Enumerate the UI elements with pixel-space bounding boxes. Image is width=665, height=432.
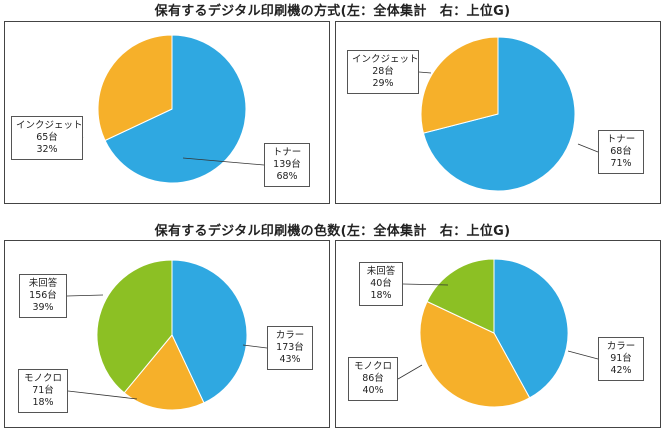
pie-slice-green bbox=[426, 258, 495, 334]
callout-count: 91台 bbox=[610, 353, 632, 364]
pie-panel-method-top: トナー 68台 71% インクジェット 28台 29% bbox=[335, 21, 661, 204]
pie-chart-colors-all bbox=[66, 259, 268, 411]
pie-panel-method-all: トナー 139台 68% インクジェット 65台 32% bbox=[4, 21, 330, 204]
callout-label: インクジェット bbox=[352, 54, 419, 65]
callout-toner: トナー 139台 68% bbox=[264, 143, 310, 187]
callout-percent: 71% bbox=[610, 158, 632, 169]
callout-inkjet: インクジェット 28台 29% bbox=[347, 50, 419, 94]
pie-chart-colors-top bbox=[397, 258, 599, 408]
callout-label: カラー bbox=[275, 330, 305, 341]
callout-percent: 18% bbox=[370, 290, 392, 301]
callout-percent: 29% bbox=[372, 78, 394, 89]
leader-line bbox=[67, 390, 138, 400]
callout-label: モノクロ bbox=[353, 361, 392, 372]
pie-slice-green bbox=[96, 259, 173, 394]
leader-line bbox=[182, 157, 265, 166]
pie-panel-colors-top: カラー 91台 42% モノクロ 86台 40% 未回答 40台 18% bbox=[335, 240, 661, 428]
callout-label: カラー bbox=[606, 341, 636, 352]
callout-count: 40台 bbox=[370, 278, 392, 289]
section-title-colors: 保有するデジタル印刷機の色数(左：全体集計 右：上位G) bbox=[154, 224, 511, 239]
callout-label: モノクロ bbox=[23, 373, 62, 384]
callout-count: 86台 bbox=[362, 373, 384, 384]
pie-slice-orange bbox=[97, 34, 173, 142]
pie-panel-colors-all: カラー 173台 43% モノクロ 71台 18% 未回答 156台 39% bbox=[4, 240, 330, 428]
callout-mono: モノクロ 71台 18% bbox=[18, 369, 68, 413]
pie-slice-orange bbox=[123, 334, 205, 411]
callout-mono: モノクロ 86台 40% bbox=[348, 357, 398, 401]
callout-percent: 68% bbox=[276, 171, 298, 182]
callout-count: 65台 bbox=[36, 132, 58, 143]
callout-no-answer: 未回答 40台 18% bbox=[359, 262, 403, 306]
leader-line bbox=[567, 350, 599, 360]
callout-inkjet: インクジェット 65台 32% bbox=[11, 116, 83, 160]
pie-slice-orange bbox=[420, 36, 499, 134]
pie-slice-blue bbox=[171, 259, 248, 404]
callout-color: カラー 91台 42% bbox=[598, 337, 644, 381]
leader-line bbox=[242, 344, 268, 349]
pie-slice-orange bbox=[419, 300, 531, 408]
leader-line bbox=[402, 283, 449, 286]
callout-percent: 39% bbox=[32, 302, 54, 313]
callout-toner: トナー 68台 71% bbox=[598, 130, 644, 174]
callout-count: 68台 bbox=[610, 146, 632, 157]
callout-label: 未回答 bbox=[366, 266, 396, 277]
pie-slice-blue bbox=[422, 36, 576, 192]
callout-count: 71台 bbox=[32, 385, 54, 396]
callout-count: 28台 bbox=[372, 66, 394, 77]
pie-slice-blue bbox=[493, 258, 569, 399]
leader-line bbox=[397, 364, 423, 380]
callout-percent: 18% bbox=[32, 397, 54, 408]
callout-percent: 43% bbox=[279, 354, 301, 365]
callout-label: トナー bbox=[606, 134, 636, 145]
callout-count: 173台 bbox=[276, 342, 304, 353]
leader-line bbox=[577, 143, 599, 153]
callout-label: 未回答 bbox=[28, 278, 58, 289]
leader-line bbox=[66, 294, 104, 297]
pie-chart-method-top bbox=[418, 36, 599, 192]
callout-label: トナー bbox=[272, 147, 302, 158]
pie-slice-blue bbox=[104, 34, 247, 184]
leader-line bbox=[418, 71, 432, 74]
callout-label: インクジェット bbox=[16, 120, 83, 131]
callout-count: 156台 bbox=[29, 290, 57, 301]
callout-percent: 42% bbox=[610, 365, 632, 376]
callout-count: 139台 bbox=[273, 159, 301, 170]
callout-no-answer: 未回答 156台 39% bbox=[19, 274, 67, 318]
pie-chart-method-all bbox=[76, 34, 265, 184]
callout-percent: 40% bbox=[362, 385, 384, 396]
section-title-method: 保有するデジタル印刷機の方式(左：全体集計 右：上位G) bbox=[154, 4, 511, 19]
callout-color: カラー 173台 43% bbox=[267, 326, 313, 370]
callout-percent: 32% bbox=[36, 144, 58, 155]
